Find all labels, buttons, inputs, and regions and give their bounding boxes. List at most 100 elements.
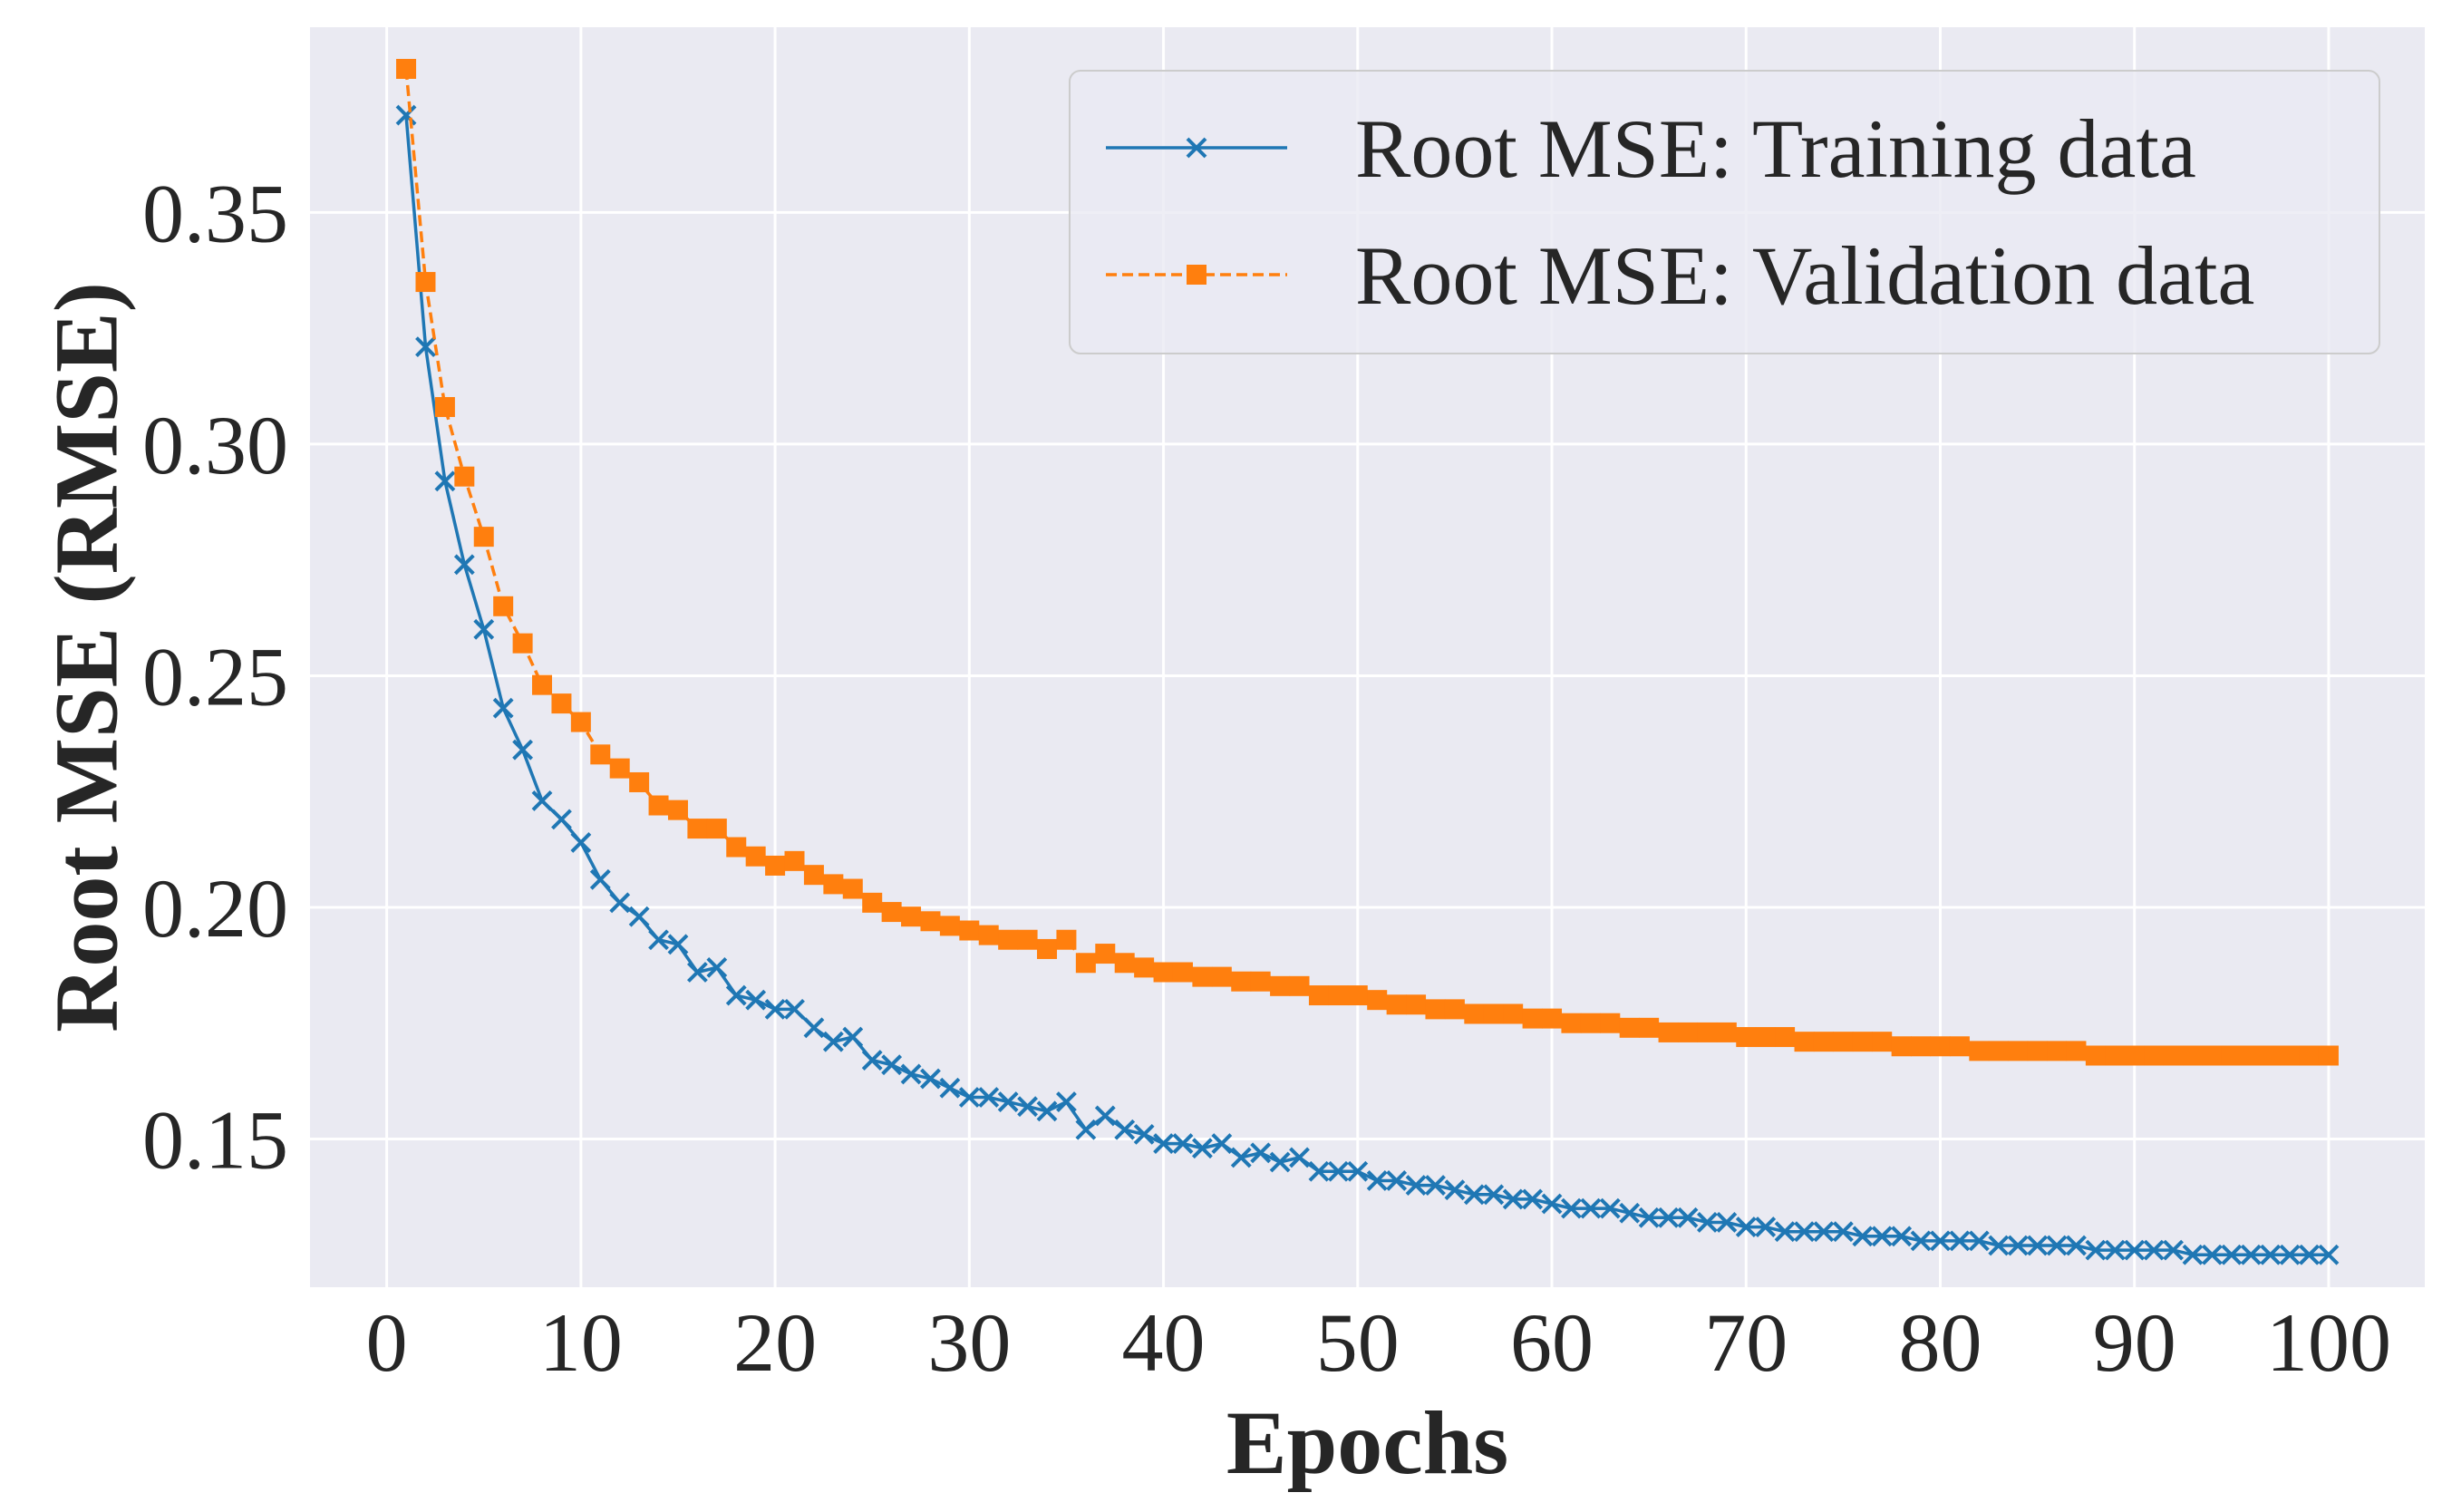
- data-point: [1638, 1207, 1660, 1228]
- data-point: [2143, 1239, 2165, 1261]
- data-point: [1658, 1022, 1679, 1042]
- data-point: [2202, 1045, 2223, 1066]
- data-point: [1522, 1188, 1544, 1210]
- data-point: [1852, 1032, 1873, 1052]
- data-point: [1930, 1230, 1951, 1252]
- data-point: [1153, 1133, 1174, 1154]
- x-tick-label: 90: [2093, 1296, 2176, 1389]
- data-point: [2085, 1045, 2106, 1066]
- data-point: [532, 674, 553, 695]
- data-point: [2027, 1235, 2049, 1256]
- data-point: [1483, 1184, 1505, 1206]
- data-point: [823, 874, 844, 895]
- data-point: [609, 758, 630, 779]
- data-point: [1444, 999, 1465, 1020]
- x-tick-label: 10: [539, 1296, 623, 1389]
- data-point: [1075, 953, 1096, 974]
- x-tick-label: 20: [733, 1296, 817, 1389]
- data-point: [1211, 966, 1232, 987]
- data-point: [589, 868, 611, 890]
- data-point: [1988, 1235, 2010, 1256]
- data-point: [1231, 971, 1252, 992]
- series-validation: [396, 58, 2339, 1066]
- data-point: [1036, 1100, 1058, 1122]
- data-point: [1872, 1032, 1893, 1052]
- series-line: [404, 114, 2329, 1256]
- data-point: [2182, 1244, 2204, 1265]
- data-point: [822, 1031, 844, 1052]
- data-point: [1541, 1193, 1563, 1215]
- data-point: [2066, 1041, 2087, 1061]
- data-point: [959, 920, 980, 941]
- x-axis-label: Epochs: [1226, 1392, 1508, 1493]
- data-point: [1503, 1003, 1524, 1024]
- data-point: [1599, 1197, 1621, 1219]
- series-training: [395, 104, 2340, 1265]
- data-point: [1871, 1226, 1893, 1247]
- data-point: [1639, 1017, 1660, 1038]
- data-point: [1716, 1022, 1737, 1042]
- data-point: [454, 466, 475, 487]
- data-point: [1250, 971, 1271, 992]
- data-point: [609, 892, 631, 914]
- data-point: [2007, 1235, 2029, 1256]
- data-point: [1619, 1017, 1640, 1038]
- data-point: [1192, 966, 1213, 987]
- x-tick-label: 100: [2266, 1296, 2391, 1389]
- data-point: [2066, 1235, 2087, 1256]
- y-tick-label: 0.20: [142, 862, 288, 955]
- data-point: [648, 929, 669, 951]
- data-point: [453, 554, 475, 576]
- data-point: [2280, 1045, 2301, 1066]
- data-point: [1794, 1221, 1815, 1243]
- data-point: [803, 865, 824, 886]
- data-point: [745, 989, 767, 1011]
- data-point: [1774, 1221, 1796, 1243]
- data-point: [1347, 985, 1368, 1006]
- data-point: [2027, 1041, 2048, 1061]
- data-point: [1056, 1091, 1077, 1113]
- data-point: [1735, 1216, 1757, 1237]
- data-point: [1308, 985, 1329, 1006]
- data-point: [551, 693, 572, 714]
- data-point: [958, 1087, 980, 1108]
- data-point: [706, 956, 728, 978]
- data-point: [1191, 1138, 1213, 1159]
- data-point: [473, 618, 495, 640]
- data-point: [1386, 994, 1407, 1015]
- x-tick-label: 50: [1316, 1296, 1400, 1389]
- data-point: [570, 831, 592, 853]
- series-layer: [395, 58, 2340, 1265]
- data-point: [1813, 1221, 1835, 1243]
- data-point: [2046, 1235, 2068, 1256]
- data-point: [1095, 944, 1116, 964]
- data-point: [1911, 1036, 1932, 1057]
- data-point: [861, 1050, 883, 1071]
- data-point: [1425, 999, 1446, 1020]
- legend-marker: [1186, 137, 1207, 159]
- data-point: [901, 906, 922, 927]
- data-point: [939, 1077, 961, 1099]
- data-point: [1367, 990, 1388, 1011]
- data-point: [493, 596, 514, 616]
- data-point: [900, 1063, 922, 1085]
- data-point: [1968, 1230, 1990, 1252]
- data-point: [1464, 1003, 1485, 1024]
- data-point: [1832, 1221, 1854, 1243]
- data-point: [1347, 1160, 1369, 1182]
- legend-label: Root MSE: Training data: [1355, 102, 2196, 195]
- data-point: [764, 998, 786, 1020]
- data-point: [1037, 938, 1058, 959]
- x-tick-label: 40: [1122, 1296, 1206, 1389]
- data-point: [1619, 1202, 1641, 1224]
- x-tick-label: 30: [927, 1296, 1011, 1389]
- data-point: [1755, 1027, 1776, 1048]
- data-point: [1056, 929, 1077, 950]
- data-point: [667, 934, 689, 955]
- data-point: [1386, 1170, 1408, 1191]
- data-point: [415, 272, 436, 293]
- data-point: [648, 795, 669, 816]
- data-point: [687, 819, 708, 839]
- legend-entry: Root MSE: Validation data: [1106, 229, 2254, 322]
